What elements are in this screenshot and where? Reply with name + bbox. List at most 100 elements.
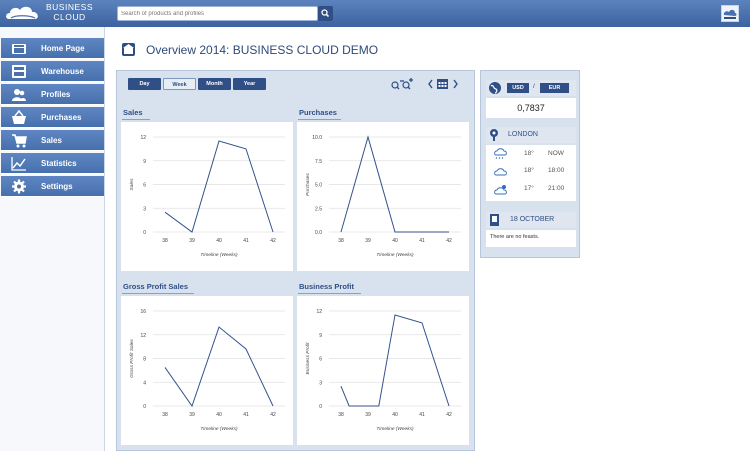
y-axis-label: Purchases — [305, 173, 311, 196]
cloud-icon — [494, 168, 507, 176]
business-cloud-logo[interactable]: BUSINESS CLOUD — [5, 2, 103, 24]
y-tick-label: 0 — [143, 404, 146, 410]
y-tick-label: 6 — [143, 183, 146, 189]
sidebar-item-statistics[interactable]: Statistics — [1, 153, 104, 174]
purchases-title: Purchases — [299, 108, 337, 117]
business-profit-chart: 0 3 6 9 12 38 39 40 41 42 Timeline (Weeks) Business… — [297, 296, 469, 445]
sidebar-item-label: Statistics — [41, 159, 77, 168]
x-tick-label: 39 — [189, 238, 195, 244]
y-tick-label: 16 — [140, 309, 146, 315]
gross-profit-underline — [122, 293, 194, 294]
logo-text: BUSINESS CLOUD — [46, 2, 93, 22]
zoom-out-icon[interactable] — [391, 80, 404, 90]
page-title: Overview 2014: BUSINESS CLOUD DEMO — [146, 43, 379, 57]
y-tick-label: 5.0 — [315, 183, 322, 189]
sales-title: Sales — [123, 108, 143, 117]
currency-to-button[interactable]: EUR — [540, 83, 569, 93]
x-tick-label: 41 — [419, 412, 425, 418]
cloud-logo-icon — [6, 6, 38, 19]
home-icon — [12, 44, 26, 54]
y-tick-label: 4 — [143, 380, 146, 386]
x-tick-label: 42 — [446, 412, 452, 418]
charts-panel: Day Week Month Year Sales 0 3 6 9 12 38 39 40 41… — [116, 70, 475, 451]
x-tick-label: 39 — [189, 412, 195, 418]
tab-month[interactable]: Month — [198, 78, 231, 90]
currency-separator: / — [533, 83, 535, 90]
sidebar-item-profiles[interactable]: Profiles — [1, 84, 104, 105]
x-tick-label: 38 — [162, 238, 168, 244]
cloud-sun-icon — [494, 185, 507, 195]
x-tick-label: 38 — [338, 412, 344, 418]
x-axis-label: Timeline (Weeks) — [200, 252, 238, 258]
currency-from-button[interactable]: USD — [507, 83, 529, 93]
overview-icon — [122, 43, 135, 56]
x-tick-label: 39 — [365, 412, 371, 418]
chart-tools — [389, 76, 467, 92]
sidebar-item-sales[interactable]: Sales — [1, 130, 104, 151]
warehouse-icon — [12, 65, 26, 78]
sidebar-item-settings[interactable]: Settings — [1, 176, 104, 197]
search-input[interactable] — [117, 6, 318, 21]
tab-year[interactable]: Year — [233, 78, 266, 90]
weather-temp: 18° — [524, 167, 534, 174]
search-icon — [321, 9, 330, 18]
weather-time: 21:00 — [548, 185, 565, 192]
purchases-chart: 0.0 2.5 5.0 7.5 10.0 38 39 40 41 42 Timeline (Week… — [297, 122, 469, 271]
chevron-right-icon[interactable] — [453, 79, 458, 89]
sidebar-item-purchases[interactable]: Purchases — [1, 107, 104, 128]
y-tick-label: 9 — [319, 333, 322, 339]
y-axis-label: Business Profit — [305, 342, 311, 375]
y-tick-label: 10.0 — [312, 135, 322, 141]
logo-line1: BUSINESS — [46, 2, 93, 12]
weather-time: 18:00 — [548, 167, 565, 174]
x-tick-label: 39 — [365, 238, 371, 244]
series-line — [164, 326, 274, 408]
x-tick-label: 40 — [216, 412, 222, 418]
profiles-icon — [12, 89, 26, 101]
chevron-left-icon[interactable] — [428, 79, 433, 89]
weather-temp: 18° — [524, 150, 534, 157]
series-line — [340, 314, 450, 407]
company-badge-icon[interactable] — [721, 5, 739, 22]
x-axis-label: Timeline (Weeks) — [376, 426, 414, 432]
location-pin-icon — [490, 129, 498, 141]
y-tick-label: 0.0 — [315, 230, 322, 236]
business-profit-underline — [298, 293, 361, 294]
y-tick-label: 3 — [143, 206, 146, 212]
y-tick-label: 12 — [140, 333, 146, 339]
sidebar-item-home-page[interactable]: Home Page — [1, 38, 104, 59]
x-tick-label: 42 — [270, 412, 276, 418]
weather-list: 18° NOW 18° 18:00 17° 21:00 — [486, 145, 576, 201]
x-axis-label: Timeline (Weeks) — [376, 252, 414, 258]
x-tick-label: 41 — [243, 238, 249, 244]
x-tick-label: 42 — [270, 238, 276, 244]
currency-bar: USD / EUR — [486, 80, 576, 96]
x-tick-label: 40 — [392, 238, 398, 244]
y-tick-label: 8 — [143, 357, 146, 363]
y-tick-label: 3 — [319, 380, 322, 386]
weather-city: LONDON — [508, 131, 538, 138]
cart-icon — [12, 134, 27, 148]
series-line — [164, 140, 274, 233]
currency-rate: 0,7837 — [517, 103, 545, 113]
x-tick-label: 38 — [162, 412, 168, 418]
tab-week[interactable]: Week — [163, 78, 196, 90]
x-tick-label: 41 — [419, 238, 425, 244]
sidebar-item-warehouse[interactable]: Warehouse — [1, 61, 104, 82]
x-axis-label: Timeline (Weeks) — [200, 426, 238, 432]
y-tick-label: 0 — [143, 230, 146, 236]
gear-icon — [12, 179, 26, 194]
calendar-note-box: There are no feasts. — [486, 230, 576, 247]
weather-temp: 17° — [524, 185, 534, 192]
sidebar-item-label: Home Page — [41, 44, 85, 53]
sidebar: Home Page Warehouse Profiles Purchases S… — [0, 27, 105, 451]
sales-chart: 0 3 6 9 12 38 39 40 41 42 Timeline (Weeks) Sales — [121, 122, 293, 271]
search-button[interactable] — [318, 6, 333, 21]
calendar-icon[interactable] — [437, 79, 448, 89]
tab-day[interactable]: Day — [128, 78, 161, 90]
y-tick-label: 9 — [143, 159, 146, 165]
zoom-in-icon[interactable] — [402, 78, 413, 90]
calendar-note: There are no feasts. — [490, 234, 540, 240]
x-tick-label: 40 — [216, 238, 222, 244]
y-tick-label: 0 — [319, 404, 322, 410]
